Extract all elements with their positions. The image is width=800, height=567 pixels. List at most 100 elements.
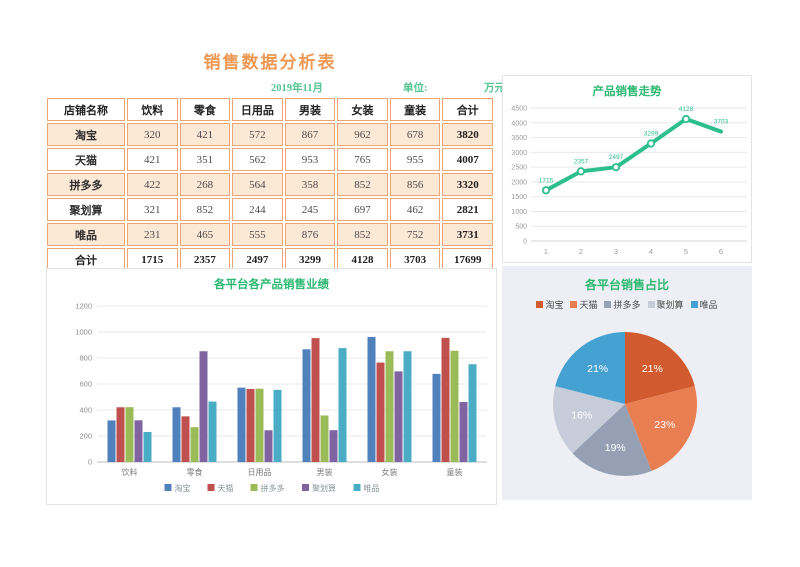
table-cell: 852	[337, 173, 388, 196]
svg-text:200: 200	[79, 432, 92, 441]
table-cell: 852	[179, 198, 231, 221]
svg-text:6: 6	[719, 247, 723, 256]
table-cell: 465	[179, 223, 231, 246]
unit-label: 单位:	[403, 83, 428, 94]
svg-text:1: 1	[544, 247, 548, 256]
table-cell: 245	[284, 198, 336, 221]
legend-swatch-icon	[536, 301, 544, 308]
svg-text:16%: 16%	[571, 410, 592, 422]
table-cell: 2821	[442, 198, 493, 221]
table-cell: 2357	[179, 248, 231, 271]
table-cell: 268	[179, 173, 231, 196]
svg-text:2497: 2497	[609, 154, 624, 161]
table-cell: 唯品	[47, 223, 125, 246]
svg-text:淘宝: 淘宝	[175, 483, 191, 493]
bar-chart-title: 各平台各产品销售业绩	[214, 279, 329, 291]
svg-text:饮料: 饮料	[122, 467, 138, 477]
table-cell: 867	[284, 123, 336, 146]
table-cell: 合计	[442, 98, 493, 121]
pie-legend-label: 淘宝	[545, 300, 564, 310]
table-cell: 320	[127, 123, 178, 146]
table-cell: 3731	[442, 223, 493, 246]
pie-chart-legend: 淘宝 天猫 拼多多 聚划算 唯品	[502, 298, 752, 311]
table-cell: 17699	[442, 248, 493, 271]
table-row: 拼多多 422 268 564 358 852 856 3320	[47, 173, 493, 196]
table-cell: 697	[337, 198, 388, 221]
table-cell: 童装	[389, 98, 441, 121]
svg-text:女装: 女装	[382, 467, 398, 477]
page-title: 销售数据分析表	[203, 53, 337, 72]
svg-text:4500: 4500	[511, 106, 527, 113]
line-chart-svg: 0 500 1000 1500 2000 2500 3000 3500 4000 4500 1715…	[511, 106, 747, 256]
table-row: 聚划算 321 852 244 245 697 462 2821	[47, 198, 493, 221]
table-cell: 日用品	[232, 98, 283, 121]
table-cell: 765	[337, 148, 388, 171]
svg-text:1715: 1715	[539, 177, 554, 184]
svg-text:0: 0	[523, 239, 527, 246]
svg-text:23%: 23%	[654, 419, 675, 431]
table-cell: 421	[179, 123, 231, 146]
svg-text:3299: 3299	[644, 130, 659, 137]
table-cell: 聚划算	[47, 198, 125, 221]
svg-text:1200: 1200	[75, 302, 92, 311]
table-cell: 953	[284, 148, 336, 171]
svg-text:1500: 1500	[511, 194, 527, 201]
line-chart-title: 产品销售走势	[592, 86, 662, 98]
sub-header: 2019年11月 单位: 万元	[45, 80, 505, 96]
legend-swatch-icon	[604, 301, 612, 308]
table-row: 唯品 231 465 555 876 852 752 3731	[47, 223, 493, 246]
table-cell: 955	[389, 148, 441, 171]
svg-text:19%: 19%	[605, 442, 626, 454]
table-cell: 女装	[337, 98, 388, 121]
svg-text:天猫: 天猫	[218, 483, 234, 493]
table-cell: 2497	[232, 248, 283, 271]
pie-legend-label: 唯品	[699, 300, 718, 310]
table-cell: 564	[232, 173, 283, 196]
svg-text:1000: 1000	[75, 328, 92, 337]
table-cell: 962	[337, 123, 388, 146]
table-cell: 饮料	[127, 98, 178, 121]
legend-swatch-icon	[570, 301, 578, 308]
table-cell: 3703	[389, 248, 441, 271]
svg-text:5: 5	[684, 247, 688, 256]
table-cell: 358	[284, 173, 336, 196]
svg-text:3703: 3703	[714, 119, 729, 126]
table-cell: 合计	[47, 248, 125, 271]
pie-legend-label: 天猫	[579, 300, 598, 310]
table-row: 天猫 421 351 562 953 765 955 4007	[47, 148, 493, 171]
pie-legend-item: 天猫	[570, 298, 597, 311]
legend-swatch-icon	[647, 301, 655, 308]
table-cell: 421	[127, 148, 178, 171]
table-cell: 231	[127, 223, 178, 246]
svg-text:3500: 3500	[511, 135, 527, 142]
svg-text:400: 400	[79, 406, 92, 415]
svg-text:600: 600	[79, 380, 92, 389]
table-cell: 1715	[127, 248, 178, 271]
period-label: 2019年11月	[271, 83, 323, 94]
table-cell: 3820	[442, 123, 493, 146]
svg-text:4000: 4000	[511, 120, 527, 127]
pie-legend-label: 聚划算	[656, 300, 684, 310]
table-cell: 752	[389, 223, 441, 246]
svg-text:2500: 2500	[511, 165, 527, 172]
pie-legend-label: 拼多多	[613, 300, 641, 310]
pie-chart-svg: 21% 23% 19% 16% 21%	[553, 332, 697, 476]
svg-text:0: 0	[88, 458, 92, 467]
table-cell: 555	[232, 223, 283, 246]
table-cell: 422	[127, 173, 178, 196]
table-cell: 876	[284, 223, 336, 246]
pie-legend-item: 拼多多	[604, 298, 641, 311]
table-cell: 天猫	[47, 148, 125, 171]
svg-text:2357: 2357	[574, 158, 589, 165]
svg-text:1000: 1000	[511, 209, 527, 216]
table-cell: 856	[389, 173, 441, 196]
table-cell: 852	[337, 223, 388, 246]
svg-text:3000: 3000	[511, 150, 527, 157]
table-cell: 244	[232, 198, 283, 221]
svg-text:21%: 21%	[642, 363, 663, 375]
svg-text:童装: 童装	[447, 467, 463, 477]
unit-value: 万元	[484, 83, 505, 94]
table-cell: 572	[232, 123, 283, 146]
